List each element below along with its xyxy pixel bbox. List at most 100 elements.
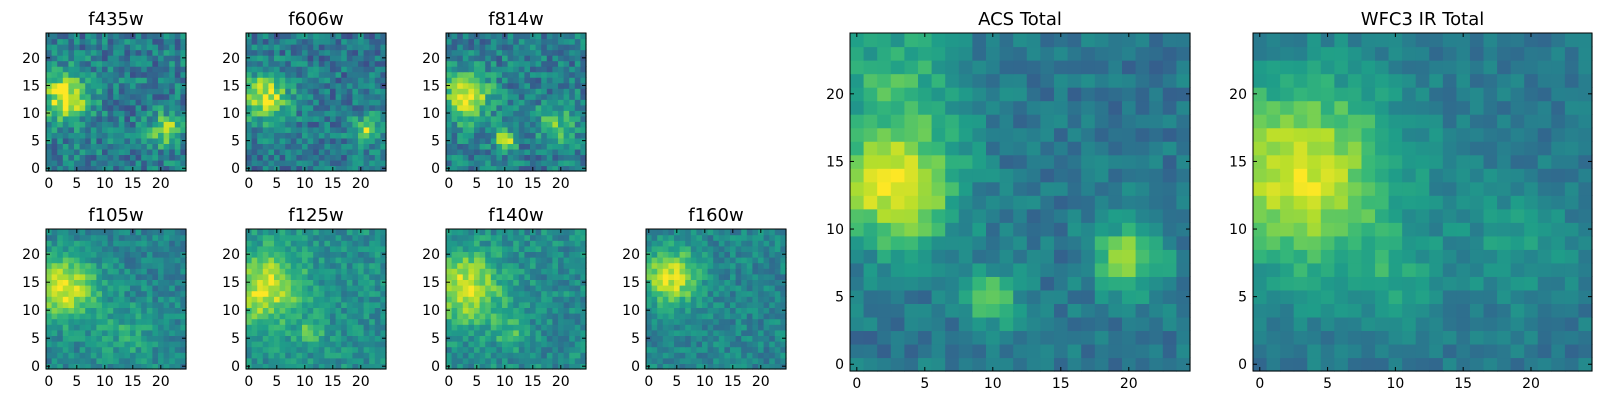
heatmap-cell bbox=[307, 285, 314, 292]
heatmap-cell bbox=[518, 279, 525, 286]
heatmap-cell bbox=[341, 137, 348, 144]
heatmap-cell bbox=[1162, 343, 1177, 359]
heatmap-cell bbox=[335, 154, 342, 161]
heatmap-cell bbox=[541, 229, 548, 236]
heatmap-cell bbox=[569, 110, 576, 117]
heatmap-cell bbox=[169, 82, 176, 89]
heatmap-cell bbox=[358, 93, 365, 100]
heatmap-cell bbox=[113, 132, 120, 139]
heatmap-cell bbox=[369, 329, 376, 336]
heatmap-cell bbox=[180, 143, 187, 150]
heatmap-cell bbox=[986, 168, 1001, 183]
heatmap-cell bbox=[490, 262, 497, 269]
heatmap-cell bbox=[96, 88, 103, 95]
heatmap-cell bbox=[541, 143, 548, 150]
heatmap-cell bbox=[330, 273, 337, 280]
heatmap-cell bbox=[763, 352, 770, 359]
heatmap-cell bbox=[68, 55, 75, 62]
heatmap-cell bbox=[877, 195, 892, 210]
heatmap-cell bbox=[318, 251, 325, 258]
heatmap-cell bbox=[68, 279, 75, 286]
heatmap-cell bbox=[79, 285, 86, 292]
heatmap-cell bbox=[457, 273, 464, 280]
heatmap-cell bbox=[485, 66, 492, 73]
heatmap-cell bbox=[302, 44, 309, 51]
heatmap-cell bbox=[563, 251, 570, 258]
heatmap-cell bbox=[558, 257, 565, 264]
heatmap-cell bbox=[135, 318, 142, 325]
heatmap-cell bbox=[574, 279, 581, 286]
heatmap-cell bbox=[51, 301, 58, 308]
heatmap-cell bbox=[1135, 222, 1150, 237]
heatmap-cell bbox=[513, 318, 520, 325]
heatmap-cell bbox=[530, 313, 537, 320]
heatmap-cell bbox=[758, 324, 765, 331]
heatmap-cell bbox=[524, 71, 531, 78]
heatmap-cell bbox=[490, 82, 497, 89]
heatmap-cell bbox=[358, 143, 365, 150]
heatmap-cell bbox=[563, 307, 570, 314]
heatmap-cell bbox=[574, 143, 581, 150]
heatmap-cell bbox=[446, 234, 453, 241]
heatmap-cell bbox=[513, 346, 520, 353]
heatmap-cell bbox=[446, 318, 453, 325]
heatmap-cell bbox=[313, 55, 320, 62]
heatmap-cell bbox=[746, 329, 753, 336]
heatmap-cell bbox=[146, 257, 153, 264]
heatmap-cell bbox=[74, 251, 81, 258]
heatmap-cell bbox=[118, 318, 125, 325]
heatmap-cell bbox=[690, 240, 697, 247]
heatmap-cell bbox=[268, 82, 275, 89]
heatmap-cell bbox=[96, 251, 103, 258]
heatmap-cell bbox=[490, 44, 497, 51]
heatmap-cell bbox=[62, 121, 69, 128]
heatmap-cell bbox=[358, 137, 365, 144]
heatmap-cell bbox=[485, 313, 492, 320]
heatmap-cell bbox=[358, 251, 365, 258]
heatmap-cell bbox=[931, 195, 946, 210]
heatmap-cell bbox=[446, 352, 453, 359]
heatmap-cell bbox=[51, 234, 58, 241]
heatmap-cell bbox=[74, 82, 81, 89]
heatmap-cell bbox=[690, 296, 697, 303]
heatmap-cell bbox=[558, 137, 565, 144]
heatmap-cell bbox=[158, 159, 165, 167]
heatmap-cell bbox=[446, 93, 453, 100]
heatmap-cell bbox=[746, 324, 753, 331]
heatmap-cell bbox=[457, 38, 464, 45]
heatmap-cell bbox=[574, 251, 581, 258]
heatmap-cell bbox=[62, 290, 69, 297]
heatmap-cell bbox=[462, 279, 469, 286]
heatmap-cell bbox=[318, 93, 325, 100]
heatmap-cell bbox=[530, 352, 537, 359]
heatmap-cell bbox=[769, 257, 776, 264]
heatmap-cell bbox=[541, 279, 548, 286]
heatmap-cell bbox=[524, 165, 531, 172]
heatmap-cell bbox=[850, 357, 865, 372]
heatmap-cell bbox=[468, 341, 475, 348]
heatmap-cell bbox=[102, 49, 109, 56]
heatmap-cell bbox=[535, 245, 542, 252]
y-tick-label: 5 bbox=[431, 134, 440, 150]
heatmap-cell bbox=[302, 234, 309, 241]
heatmap-cell bbox=[262, 240, 269, 247]
heatmap-cell bbox=[485, 154, 492, 161]
heatmap-cell bbox=[485, 88, 492, 95]
heatmap-cell bbox=[490, 335, 497, 342]
heatmap-cell bbox=[563, 301, 570, 308]
heatmap-cell bbox=[313, 165, 320, 172]
heatmap-cell bbox=[285, 159, 292, 167]
heatmap-cell bbox=[324, 346, 331, 353]
heatmap-cell bbox=[79, 363, 86, 370]
heatmap-cell bbox=[763, 341, 770, 348]
heatmap-cell bbox=[1149, 357, 1164, 372]
heatmap-cell bbox=[107, 38, 114, 45]
heatmap-cell bbox=[668, 245, 675, 252]
heatmap-cell bbox=[313, 313, 320, 320]
heatmap-cell bbox=[574, 363, 581, 370]
heatmap-cell bbox=[302, 240, 309, 247]
heatmap-cell bbox=[341, 285, 348, 292]
heatmap-cell bbox=[685, 329, 692, 336]
heatmap-cell bbox=[490, 234, 497, 241]
heatmap-cell bbox=[502, 257, 509, 264]
